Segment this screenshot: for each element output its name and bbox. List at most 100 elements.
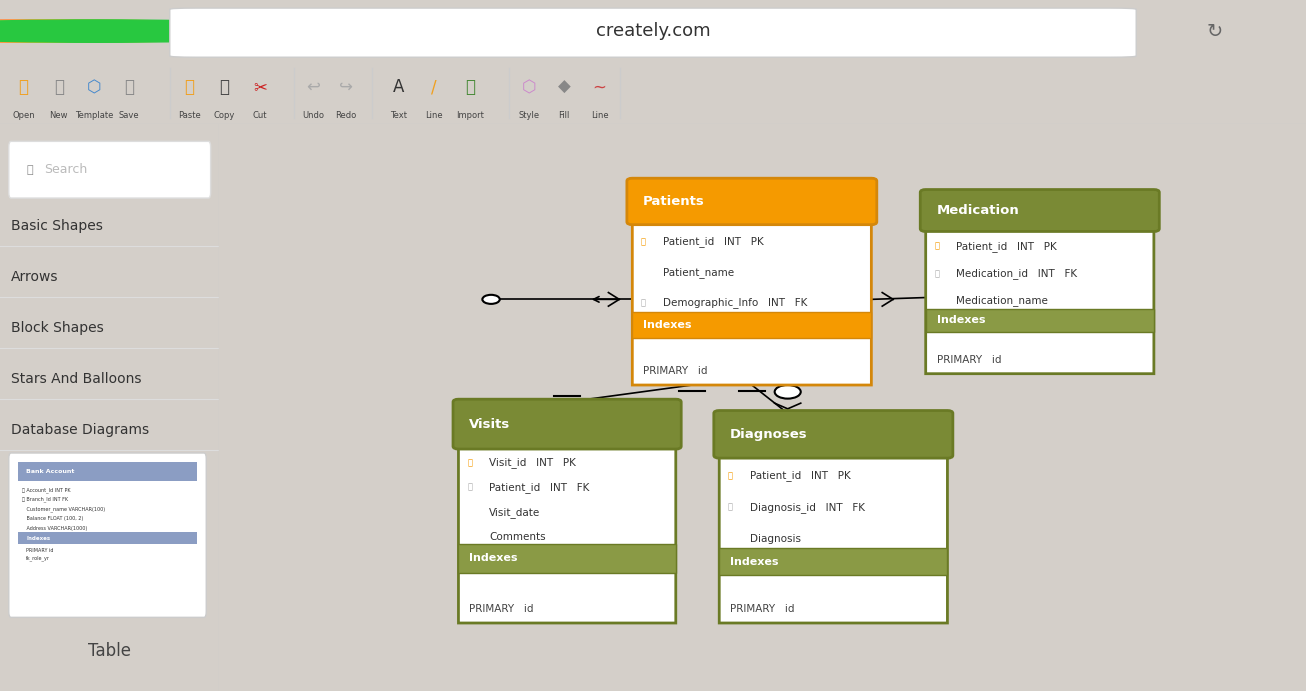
Text: ⬡: ⬡	[521, 78, 537, 96]
Text: Medication: Medication	[936, 204, 1019, 217]
Text: Patient_id   INT   PK: Patient_id INT PK	[662, 236, 764, 247]
Text: 🔑: 🔑	[641, 299, 646, 307]
Circle shape	[0, 20, 268, 42]
FancyBboxPatch shape	[720, 413, 947, 623]
Text: Customer_name VARCHAR(100): Customer_name VARCHAR(100)	[22, 507, 104, 512]
Text: Undo: Undo	[303, 111, 324, 120]
Text: 💾: 💾	[124, 78, 135, 96]
FancyBboxPatch shape	[170, 8, 1136, 57]
Text: Diagnosis: Diagnosis	[750, 533, 801, 544]
Text: 🔑: 🔑	[934, 269, 939, 278]
Text: /: /	[431, 78, 436, 96]
Text: Save: Save	[119, 111, 140, 120]
Text: Medication_id   INT   FK: Medication_id INT FK	[956, 268, 1077, 279]
Text: Patient_name: Patient_name	[662, 267, 734, 278]
Text: 🔑: 🔑	[934, 242, 939, 251]
Text: Copy: Copy	[214, 111, 235, 120]
Text: Indexes: Indexes	[936, 315, 985, 325]
FancyBboxPatch shape	[714, 410, 953, 458]
Text: Indexes: Indexes	[730, 556, 778, 567]
Text: Patient_id   INT   FK: Patient_id INT FK	[488, 482, 589, 493]
Text: Diagnoses: Diagnoses	[730, 428, 807, 441]
Text: 📁: 📁	[18, 78, 29, 96]
Text: Fill: Fill	[559, 111, 569, 120]
Text: ⬡: ⬡	[86, 78, 102, 96]
Text: 🖼: 🖼	[465, 78, 475, 96]
Text: Text: Text	[389, 111, 407, 120]
Text: 🔑: 🔑	[468, 483, 473, 492]
Text: Balance FLOAT (100, 2): Balance FLOAT (100, 2)	[22, 516, 84, 521]
Text: A: A	[393, 78, 404, 96]
Text: PRIMARY   id: PRIMARY id	[936, 354, 1002, 365]
Circle shape	[0, 20, 300, 42]
Text: Address VARCHAR(1000): Address VARCHAR(1000)	[22, 526, 88, 531]
FancyBboxPatch shape	[17, 462, 197, 482]
Text: PRIMARY   id: PRIMARY id	[469, 604, 534, 614]
Text: 🔑 Account_Id INT PK: 🔑 Account_Id INT PK	[22, 487, 71, 493]
Text: Cut: Cut	[252, 111, 268, 120]
Text: Search: Search	[44, 163, 88, 176]
Text: Arrows: Arrows	[10, 270, 59, 285]
Text: ↩: ↩	[307, 78, 320, 96]
Text: Template: Template	[74, 111, 114, 120]
Text: creately.com: creately.com	[596, 22, 710, 40]
FancyBboxPatch shape	[9, 142, 210, 198]
Circle shape	[977, 293, 994, 302]
Text: Indexes: Indexes	[26, 536, 51, 540]
Text: Patients: Patients	[643, 195, 705, 208]
FancyBboxPatch shape	[921, 189, 1160, 231]
Text: Visit_id   INT   PK: Visit_id INT PK	[488, 457, 576, 468]
Text: 📋: 📋	[184, 78, 195, 96]
Text: Open: Open	[12, 111, 35, 120]
Text: 📄: 📄	[54, 78, 64, 96]
Text: Redo: Redo	[336, 111, 357, 120]
Text: ✂: ✂	[253, 78, 266, 96]
FancyBboxPatch shape	[458, 544, 675, 573]
Text: Style: Style	[518, 111, 539, 120]
Text: Indexes: Indexes	[643, 320, 692, 330]
Text: Indexes: Indexes	[469, 553, 517, 563]
Circle shape	[0, 20, 333, 42]
FancyBboxPatch shape	[453, 399, 682, 449]
FancyBboxPatch shape	[17, 532, 197, 544]
FancyBboxPatch shape	[926, 192, 1155, 374]
Text: Visits: Visits	[469, 417, 511, 430]
Text: Block Shapes: Block Shapes	[10, 321, 103, 335]
Text: Demographic_Info   INT   FK: Demographic_Info INT FK	[662, 297, 807, 308]
Text: 🔑: 🔑	[641, 237, 646, 246]
Text: Database Diagrams: Database Diagrams	[10, 424, 149, 437]
Circle shape	[774, 385, 801, 399]
Text: Bank Account: Bank Account	[26, 468, 74, 473]
Text: 🔑: 🔑	[727, 471, 733, 480]
Text: 🔑: 🔑	[727, 502, 733, 511]
Text: ⎘: ⎘	[219, 78, 230, 96]
FancyBboxPatch shape	[926, 308, 1155, 332]
Text: Patient_id   INT   PK: Patient_id INT PK	[956, 241, 1057, 252]
Circle shape	[482, 295, 500, 304]
Text: 🔑: 🔑	[468, 458, 473, 467]
Text: Paste: Paste	[178, 111, 201, 120]
Text: ↻: ↻	[1207, 21, 1222, 41]
Text: fk_role_yr: fk_role_yr	[26, 555, 51, 560]
Text: PRIMARY   id: PRIMARY id	[730, 604, 794, 614]
Text: PRIMARY   id: PRIMARY id	[643, 366, 708, 376]
Text: PRIMARY id: PRIMARY id	[26, 548, 54, 553]
Text: ↪: ↪	[340, 78, 353, 96]
Text: Comments: Comments	[488, 532, 546, 542]
Text: Diagnosis_id   INT   FK: Diagnosis_id INT FK	[750, 502, 865, 513]
Text: Line: Line	[424, 111, 443, 120]
Text: 🔍: 🔍	[26, 164, 33, 175]
Text: Patient_id   INT   PK: Patient_id INT PK	[750, 471, 850, 481]
Text: New: New	[50, 111, 68, 120]
FancyBboxPatch shape	[720, 548, 947, 575]
FancyBboxPatch shape	[9, 453, 206, 617]
Text: ~: ~	[593, 78, 606, 96]
FancyBboxPatch shape	[632, 312, 871, 339]
Text: ◆: ◆	[558, 78, 571, 96]
FancyBboxPatch shape	[627, 178, 876, 225]
FancyBboxPatch shape	[632, 181, 871, 385]
Text: Visit_date: Visit_date	[488, 507, 541, 518]
Text: Stars And Balloons: Stars And Balloons	[10, 372, 141, 386]
FancyBboxPatch shape	[458, 402, 675, 623]
Text: Basic Shapes: Basic Shapes	[10, 219, 103, 234]
